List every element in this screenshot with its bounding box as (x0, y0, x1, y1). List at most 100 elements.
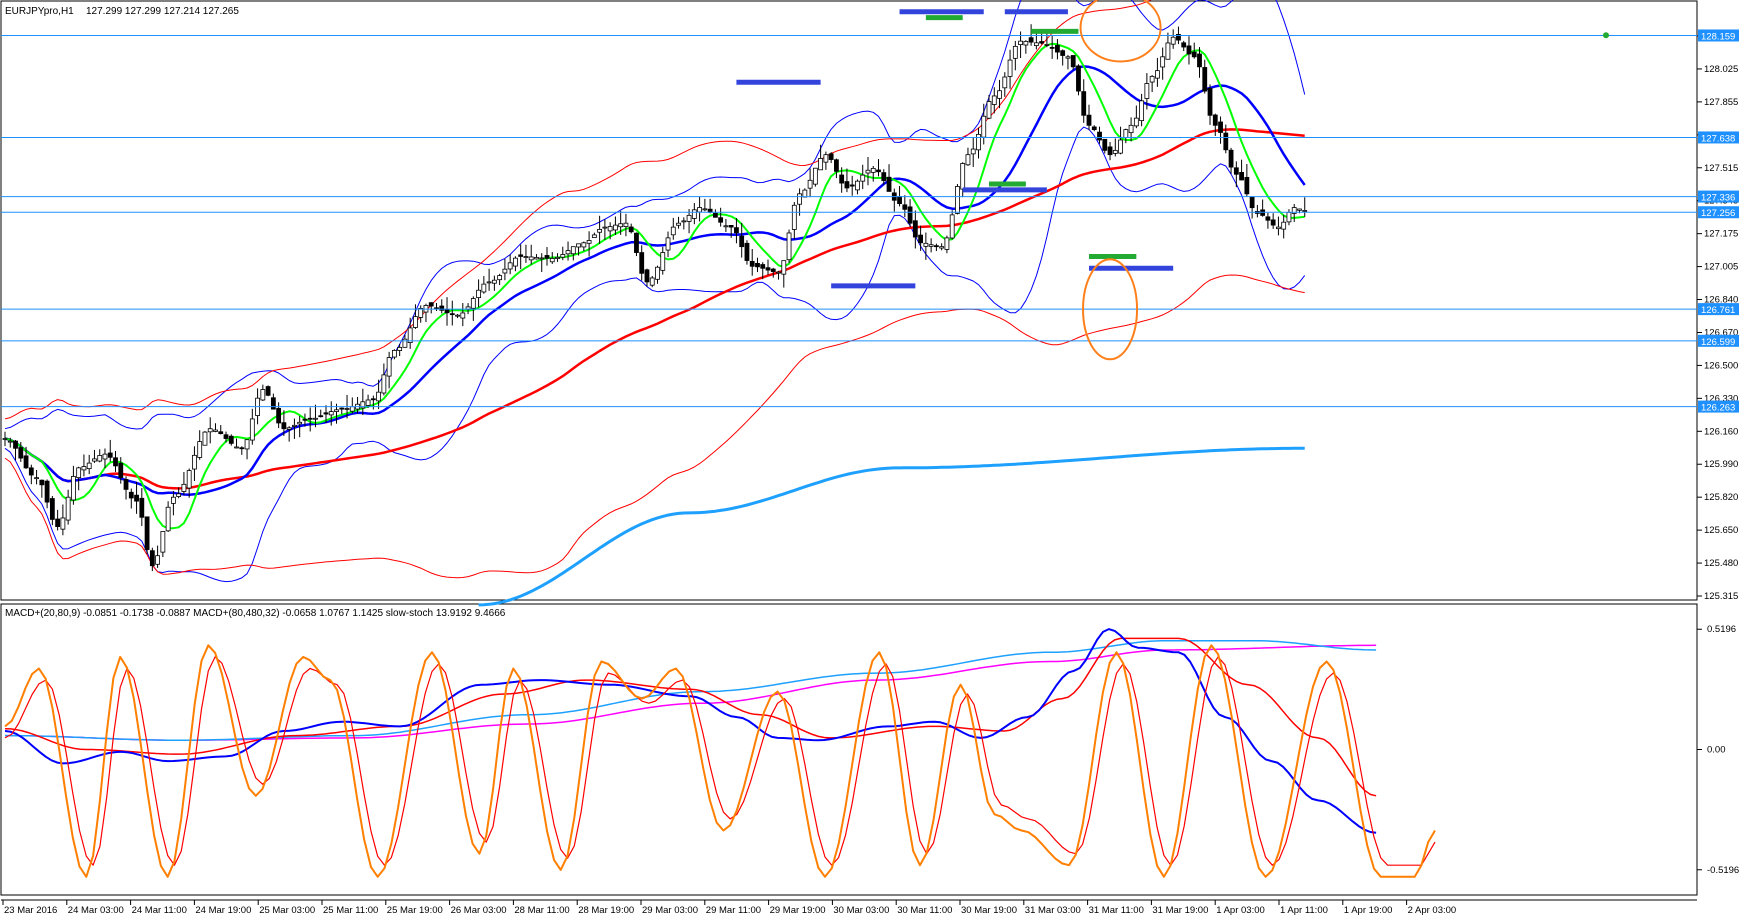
candle-body (1076, 65, 1081, 92)
price-tick-label: 125.650 (1704, 525, 1738, 536)
candle-body (997, 90, 1002, 99)
candle-body (1033, 42, 1039, 46)
candle-body (1139, 100, 1145, 122)
candle-body (386, 357, 392, 377)
candle-body (107, 452, 113, 458)
candle-body (960, 163, 966, 190)
candle-body (1276, 226, 1281, 230)
candle-body (513, 257, 518, 267)
candle-body (418, 308, 424, 318)
candle-body (391, 350, 397, 358)
price-tag-label: 126.263 (1701, 403, 1735, 414)
candle-body (428, 302, 434, 307)
candle-body (449, 313, 455, 316)
candle-body (1012, 45, 1018, 59)
candle-body (676, 222, 681, 226)
candle-body (228, 435, 234, 444)
candle-body (939, 246, 945, 249)
time-tick-label: 29 Mar 19:00 (770, 905, 826, 916)
candle-body (234, 446, 239, 449)
candle-body (534, 257, 539, 260)
candle-body (160, 531, 166, 553)
candle-body (1097, 131, 1102, 141)
candle-body (1018, 40, 1023, 46)
candle-body (1181, 42, 1187, 48)
candle-body (481, 283, 487, 293)
candle-body (297, 421, 303, 425)
candle-body (591, 234, 597, 238)
time-tick-label: 1 Apr 03:00 (1216, 905, 1265, 916)
candle-body (686, 214, 692, 222)
candle-body (323, 412, 329, 415)
highlight-circle-top (1079, 0, 1162, 63)
bollinger-blue-upper (4, 0, 1306, 430)
candle-body (702, 208, 708, 211)
candle-body (965, 154, 971, 166)
candle-body (1149, 75, 1155, 83)
candle-body (786, 232, 792, 261)
candle-body (176, 493, 182, 497)
candle-body (1207, 88, 1213, 116)
candle-body (776, 271, 781, 274)
bollinger-red-lower (4, 274, 1305, 579)
candle-body (223, 434, 229, 439)
time-tick-label: 25 Mar 03:00 (259, 905, 315, 916)
candle-body (407, 327, 413, 343)
candle-body (334, 409, 339, 412)
candle-body (265, 386, 271, 396)
candle-body (92, 458, 97, 462)
price-tick-label: 127.175 (1704, 229, 1738, 240)
candle-body (486, 281, 492, 284)
candle-body (1154, 70, 1160, 79)
candle-body (28, 467, 34, 476)
candle-body (439, 305, 445, 311)
candle-body (1044, 44, 1050, 46)
highlight-circle-bottom (1082, 258, 1139, 361)
candle-body (1060, 50, 1066, 56)
candle-body (1118, 139, 1123, 154)
price-tag (1698, 334, 1739, 347)
candle-body (949, 214, 955, 239)
candle-body (307, 417, 313, 420)
candle-body (360, 401, 366, 409)
candle-body (1039, 41, 1045, 44)
candle-body (270, 397, 276, 410)
candle-body (718, 217, 724, 223)
candle-body (1265, 216, 1271, 221)
candle-body (1270, 219, 1276, 226)
indicator-tick-label: 0.5196 (1707, 624, 1736, 635)
candle-body (1233, 167, 1239, 175)
candle-body (986, 101, 992, 119)
time-tick-label: 24 Mar 11:00 (132, 905, 187, 916)
time-tick-label: 25 Mar 11:00 (323, 905, 378, 916)
candle-body (518, 254, 524, 257)
candle-body (39, 479, 45, 486)
candle-body (933, 245, 939, 248)
candle-body (1176, 33, 1181, 41)
candle-body (781, 260, 787, 275)
candle-body (607, 226, 613, 232)
candle-body (1160, 56, 1166, 68)
candle-body (1297, 208, 1302, 211)
time-tick-label: 1 Apr 11:00 (1280, 905, 1328, 916)
candle-body (470, 298, 476, 309)
candle-body (134, 494, 139, 502)
candle-body (560, 254, 566, 258)
candle-body (1144, 83, 1150, 99)
ohlc-readout: 127.299 127.299 127.214 127.265 (86, 6, 239, 17)
candle-body (670, 226, 676, 236)
candle-body (249, 418, 255, 441)
candle-body (697, 207, 702, 213)
candle-body (2, 438, 8, 440)
candle-body (23, 455, 29, 469)
time-tick-label: 30 Mar 19:00 (961, 905, 1017, 916)
candle-body (497, 275, 503, 281)
candle-body (1202, 67, 1208, 92)
candle-body (791, 204, 797, 230)
price-tick-label: 128.025 (1704, 64, 1738, 75)
candle-body (1007, 59, 1013, 77)
candle-body (744, 242, 750, 261)
candle-body (1165, 42, 1171, 60)
candle-body (1070, 55, 1076, 68)
